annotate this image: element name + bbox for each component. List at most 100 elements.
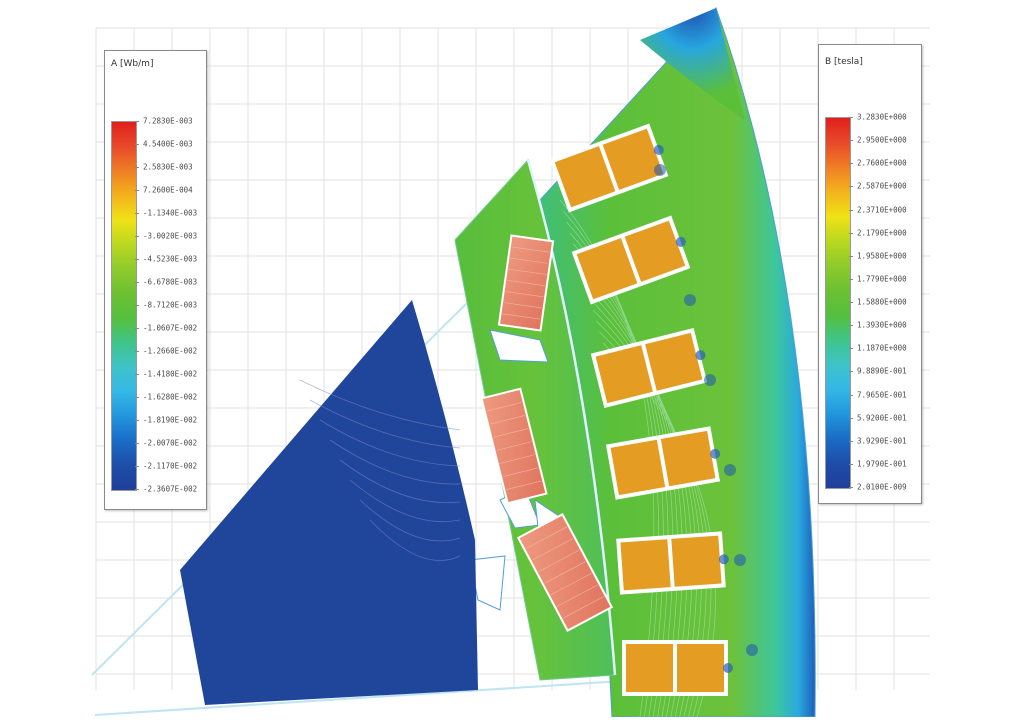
magnet-hatch	[556, 584, 598, 607]
legend-value-label: 2.7600E+000	[857, 158, 907, 168]
legend-value-label: 4.5400E-003	[143, 139, 193, 149]
legend-value-label: 5.9200E-001	[857, 413, 907, 423]
magnet-hatch	[505, 291, 544, 298]
magnet-hatch	[499, 454, 535, 464]
field-line	[319, 419, 461, 467]
slot-flux-hotspot	[695, 350, 706, 361]
magnet-hatch	[496, 441, 532, 451]
field-line	[309, 399, 461, 449]
magnet-hatch	[538, 549, 580, 572]
magnet-hatch	[510, 257, 548, 264]
stator-coil-slot	[590, 328, 708, 408]
legend-tick	[849, 232, 853, 234]
magnet-hatch	[507, 280, 545, 286]
coil-conductor	[677, 644, 724, 692]
legend-tick	[849, 140, 853, 142]
flux-density-legend[interactable]: B [tesla] 3.2830E+000 2.9500E+000 2.7600E+…	[818, 44, 922, 504]
coil-conductor	[610, 439, 666, 496]
legend-tick	[135, 282, 139, 283]
field-line	[369, 519, 461, 561]
legend-value-label: -2.0070E-002	[143, 438, 198, 448]
legend-value-label: -8.7120E-003	[143, 300, 198, 310]
legend-tick	[135, 420, 139, 421]
sector-boundary-lower	[94, 675, 701, 716]
legend-tick	[849, 117, 853, 118]
slot-flux-hotspot	[653, 144, 664, 155]
legend-right-color-bar	[825, 117, 851, 489]
magnet-hatch	[511, 246, 550, 253]
magnet-hatch	[550, 573, 592, 596]
magnet-hatch	[493, 428, 529, 438]
field-line	[349, 479, 461, 523]
slot-flux-hotspot	[675, 236, 686, 247]
flux-concentration-spot	[654, 164, 666, 176]
legend-value-label: 2.5870E+000	[857, 181, 907, 191]
coil-conductor	[645, 332, 703, 391]
field-line	[329, 439, 461, 485]
field-line	[359, 499, 461, 542]
rotor-cavity	[489, 329, 549, 363]
legend-value-label: 7.2830E-003	[143, 116, 193, 126]
legend-value-label: 2.9500E+000	[857, 135, 907, 145]
legend-value-label: 2.5830E-003	[143, 162, 193, 172]
legend-right-title: B [tesla]	[825, 57, 863, 67]
legend-tick	[135, 190, 139, 191]
flux-concentration-spot	[704, 374, 716, 386]
coil-conductor	[671, 535, 722, 587]
magnet-hatch	[544, 561, 586, 584]
magnet-hatch	[508, 268, 547, 275]
legend-tick	[849, 325, 853, 327]
legend-value-label: -2.3607E-002	[143, 484, 198, 494]
legend-tick	[135, 259, 139, 260]
flux-concentration-spot	[724, 464, 736, 476]
legend-value-label: 2.3710E+000	[857, 205, 907, 214]
flux-concentration-spot	[684, 294, 696, 306]
legend-value-label: 1.5880E+000	[857, 297, 907, 307]
inner-shaft-region	[180, 300, 478, 705]
stator-coil-slot	[571, 215, 691, 305]
slot-flux-hotspot	[718, 554, 729, 565]
magnet-hatch	[489, 415, 526, 425]
legend-value-label: 7.9650E-001	[857, 390, 907, 399]
legend-tick	[849, 463, 853, 465]
legend-left-title: A [Wb/m]	[111, 59, 154, 69]
legend-value-label: 7.2600E-004	[143, 185, 193, 195]
vector-potential-legend[interactable]: A [Wb/m] 7.2830E-003 4.5400E-003 2.5830E-0…	[104, 50, 207, 510]
coil-conductor	[595, 345, 653, 404]
legend-tick	[135, 213, 139, 214]
coil-conductor	[626, 644, 673, 692]
legend-value-label: -1.6280E-002	[143, 392, 198, 402]
slot-flux-hotspot	[723, 663, 733, 673]
magnet-hatch	[504, 302, 542, 309]
legend-value-label: 1.3930E+000	[857, 320, 907, 330]
legend-tick	[849, 440, 853, 442]
legend-tick	[135, 236, 139, 237]
coil-conductor	[554, 146, 616, 208]
legend-left-color-bar	[111, 121, 137, 491]
legend-value-label: -1.8190E-002	[143, 415, 198, 425]
legend-value-label: -1.4180E-002	[143, 369, 198, 379]
legend-value-label: -2.1170E-002	[143, 461, 198, 471]
legend-value-label: -1.0607E-002	[143, 323, 198, 333]
legend-tick	[849, 487, 853, 488]
magnet-hatch	[526, 526, 567, 549]
legend-tick	[135, 167, 139, 168]
legend-value-label: 3.2830E+000	[857, 112, 907, 122]
coil-conductor	[602, 128, 664, 190]
coil-conductor	[624, 220, 686, 282]
flux-concentration-spot	[734, 554, 746, 566]
legend-value-label: 2.0100E-009	[857, 482, 907, 492]
legend-value-label: 9.8890E-001	[857, 366, 907, 376]
permanent-magnet	[480, 387, 548, 505]
legend-tick	[135, 466, 139, 467]
legend-tick	[849, 163, 853, 165]
magnet-hatch	[486, 402, 522, 412]
stator-coil-slot	[616, 531, 729, 595]
legend-tick	[849, 371, 853, 373]
legend-tick	[849, 278, 853, 280]
legend-value-label: -1.1340E-003	[143, 208, 198, 218]
legend-tick	[135, 374, 139, 375]
legend-tick	[849, 394, 853, 396]
